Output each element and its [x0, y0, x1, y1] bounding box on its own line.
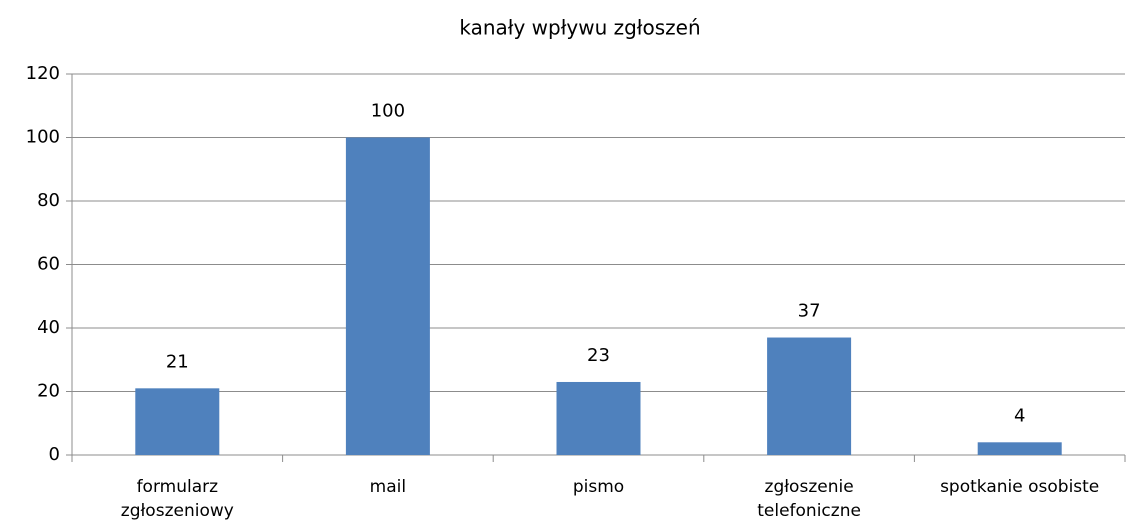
bar	[345, 137, 430, 455]
x-tick-label: mail	[369, 477, 407, 497]
data-label: 37	[798, 301, 821, 322]
y-tick-label: 100	[26, 127, 60, 148]
data-label: 4	[1014, 405, 1025, 426]
data-label: 100	[371, 101, 405, 122]
y-tick-label: 60	[37, 254, 60, 275]
x-tick-label: pismo	[572, 477, 625, 497]
y-tick-label: 20	[37, 381, 60, 402]
y-tick-label: 120	[26, 63, 60, 84]
y-tick-label: 40	[37, 317, 60, 338]
x-tick-label: zgłoszenie telefoniczne	[757, 477, 861, 521]
bar	[977, 442, 1062, 455]
data-label: 23	[587, 345, 610, 366]
y-tick-label: 0	[49, 444, 60, 465]
bar	[135, 388, 220, 455]
x-tick-label: spotkanie osobiste	[940, 477, 1100, 497]
chart-title: kanały wpływu zgłoszeń	[459, 16, 700, 40]
data-label: 21	[166, 351, 189, 372]
y-tick-label: 80	[37, 190, 60, 211]
bar	[767, 337, 852, 455]
bar	[556, 381, 641, 455]
x-tick-label: formularz zgłoszeniowy	[120, 477, 234, 521]
